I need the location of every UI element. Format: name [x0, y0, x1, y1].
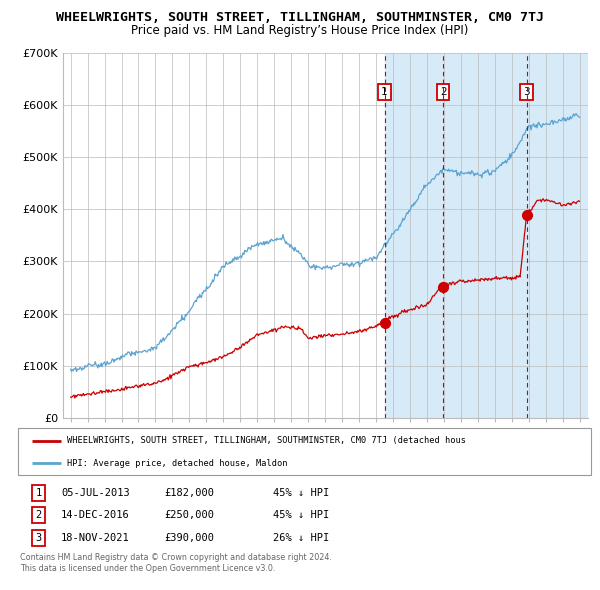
Text: £182,000: £182,000	[164, 488, 214, 498]
Text: Contains HM Land Registry data © Crown copyright and database right 2024.: Contains HM Land Registry data © Crown c…	[20, 553, 332, 562]
Text: 26% ↓ HPI: 26% ↓ HPI	[273, 533, 329, 543]
Text: Price paid vs. HM Land Registry’s House Price Index (HPI): Price paid vs. HM Land Registry’s House …	[131, 24, 469, 37]
Text: 2: 2	[440, 87, 446, 97]
Text: This data is licensed under the Open Government Licence v3.0.: This data is licensed under the Open Gov…	[20, 564, 275, 573]
Text: £390,000: £390,000	[164, 533, 214, 543]
Text: HPI: Average price, detached house, Maldon: HPI: Average price, detached house, Mald…	[67, 458, 287, 468]
Text: 14-DEC-2016: 14-DEC-2016	[61, 510, 130, 520]
Text: WHEELWRIGHTS, SOUTH STREET, TILLINGHAM, SOUTHMINSTER, CM0 7TJ (detached hous: WHEELWRIGHTS, SOUTH STREET, TILLINGHAM, …	[67, 437, 466, 445]
FancyBboxPatch shape	[18, 428, 591, 475]
Text: 18-NOV-2021: 18-NOV-2021	[61, 533, 130, 543]
Bar	[385, 53, 588, 418]
Text: 45% ↓ HPI: 45% ↓ HPI	[273, 488, 329, 498]
Text: 1: 1	[382, 87, 388, 97]
Text: 2: 2	[35, 510, 42, 520]
Text: 45% ↓ HPI: 45% ↓ HPI	[273, 510, 329, 520]
Text: £250,000: £250,000	[164, 510, 214, 520]
Text: 05-JUL-2013: 05-JUL-2013	[61, 488, 130, 498]
Text: 3: 3	[523, 87, 530, 97]
Text: WHEELWRIGHTS, SOUTH STREET, TILLINGHAM, SOUTHMINSTER, CM0 7TJ: WHEELWRIGHTS, SOUTH STREET, TILLINGHAM, …	[56, 11, 544, 24]
Text: 3: 3	[35, 533, 42, 543]
Text: 1: 1	[35, 488, 42, 498]
